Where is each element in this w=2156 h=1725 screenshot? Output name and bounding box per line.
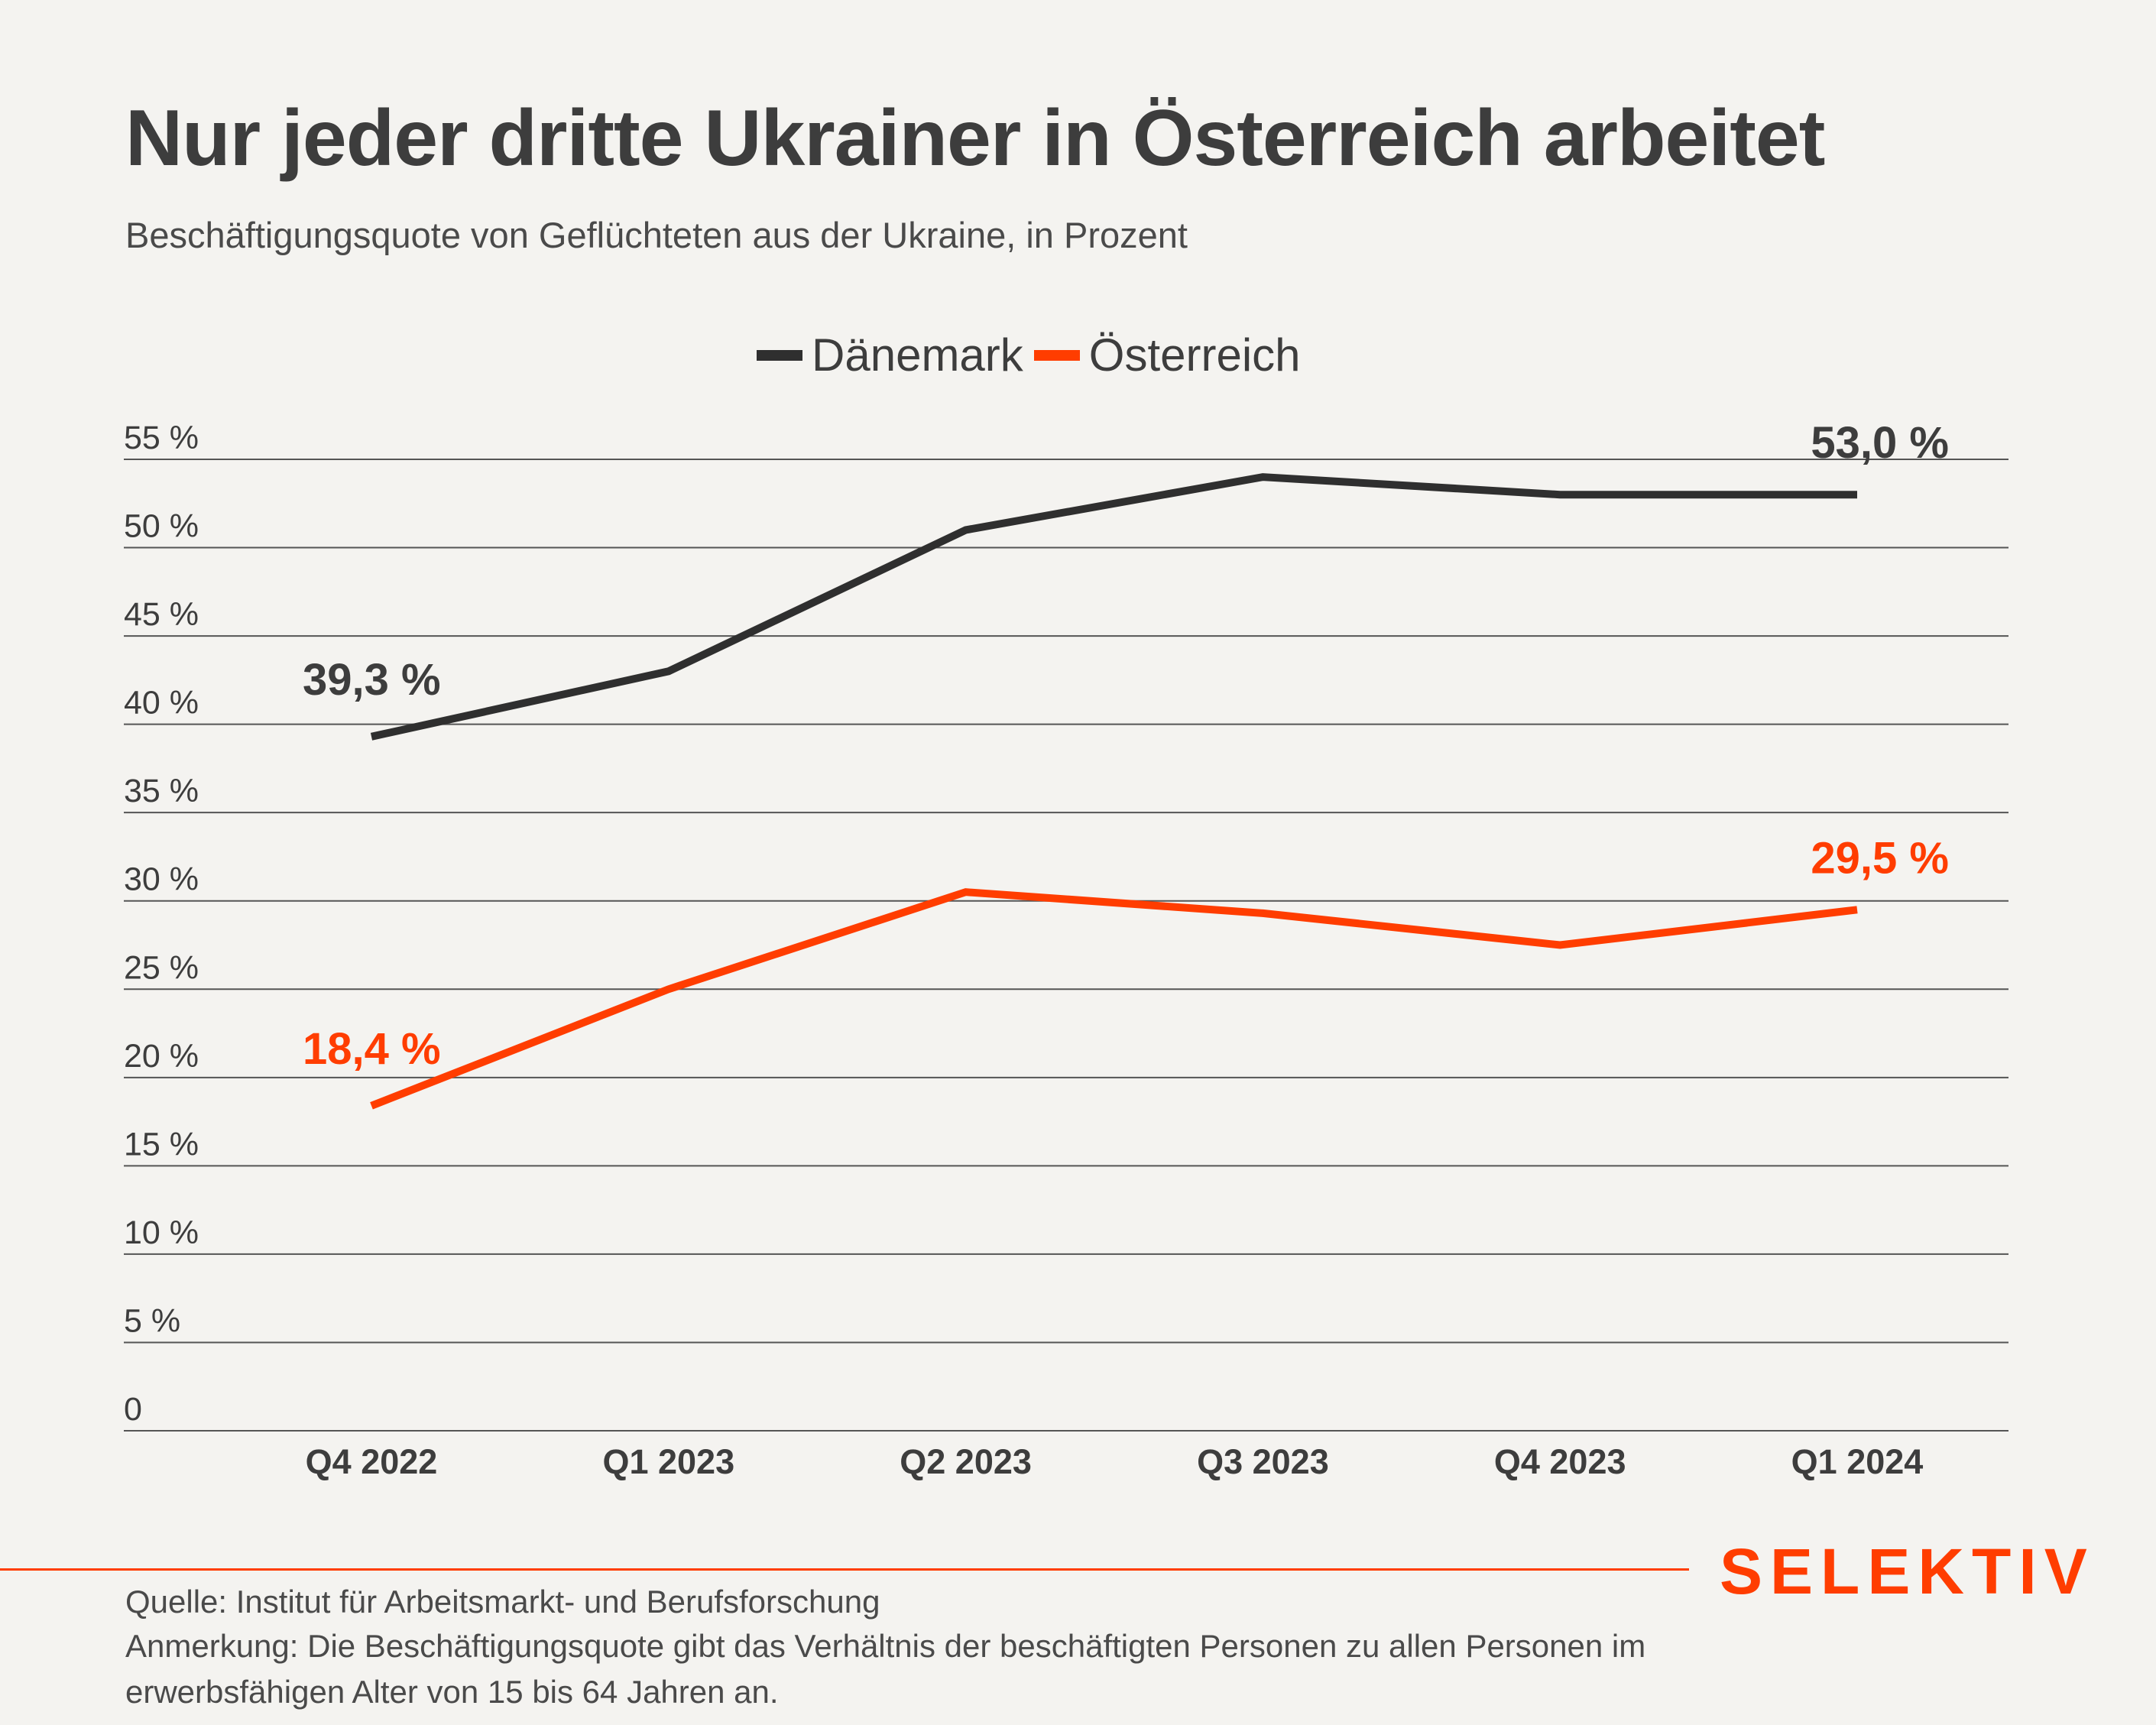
chart-title: Nur jeder dritte Ukrainer in Österreich … [125, 94, 1825, 183]
footer-divider [0, 1568, 1689, 1571]
legend-label-oesterreich: Österreich [1088, 329, 1301, 381]
y-tick-label: 35 % [124, 773, 199, 809]
series-line-oesterreich [370, 888, 1858, 1110]
x-tick-label: Q1 2024 [1791, 1442, 1924, 1481]
series-line-daenemark [370, 473, 1857, 741]
data-label-first: 39,3 % [303, 655, 441, 705]
data-label-last: 53,0 % [1811, 418, 1949, 468]
y-tick-label: 40 % [124, 685, 199, 721]
y-tick-label: 30 % [124, 861, 199, 898]
x-tick-label: Q3 2023 [1197, 1442, 1329, 1481]
legend-label-daenemark: Dänemark [812, 329, 1023, 381]
legend-item-daenemark: Dänemark [757, 329, 1023, 381]
data-label-last: 29,5 % [1811, 833, 1949, 883]
selektiv-logo: SELEKTIV [1720, 1535, 2095, 1607]
source-text: Quelle: Institut für Arbeitsmarkt- und B… [125, 1584, 880, 1620]
y-tick-label: 50 % [124, 508, 199, 545]
legend-swatch-daenemark [757, 349, 802, 361]
x-tick-label: Q1 2023 [602, 1442, 734, 1481]
legend: Dänemark Österreich [757, 329, 1311, 381]
data-label-first: 18,4 % [303, 1024, 441, 1074]
y-tick-label: 20 % [124, 1038, 199, 1075]
y-tick-label: 5 % [124, 1302, 180, 1339]
x-tick-label: Q4 2023 [1494, 1442, 1626, 1481]
y-tick-label: 10 % [124, 1214, 199, 1251]
y-tick-label: 45 % [124, 596, 199, 633]
y-tick-label: 0 [124, 1391, 142, 1428]
x-tick-label: Q4 2022 [306, 1442, 438, 1481]
y-tick-label: 15 % [124, 1126, 199, 1162]
legend-item-oesterreich: Österreich [1033, 329, 1301, 381]
note-text-line1: Anmerkung: Die Beschäftigungsquote gibt … [125, 1628, 1646, 1664]
y-tick-label: 25 % [124, 949, 199, 986]
note-text-line2: erwerbsfähigen Alter von 15 bis 64 Jahre… [125, 1674, 779, 1710]
y-tick-label: 55 % [124, 420, 199, 456]
legend-swatch-oesterreich [1033, 349, 1080, 361]
x-tick-label: Q2 2023 [900, 1442, 1032, 1481]
chart-subtitle: Beschäftigungsquote von Geflüchteten aus… [125, 215, 1188, 255]
